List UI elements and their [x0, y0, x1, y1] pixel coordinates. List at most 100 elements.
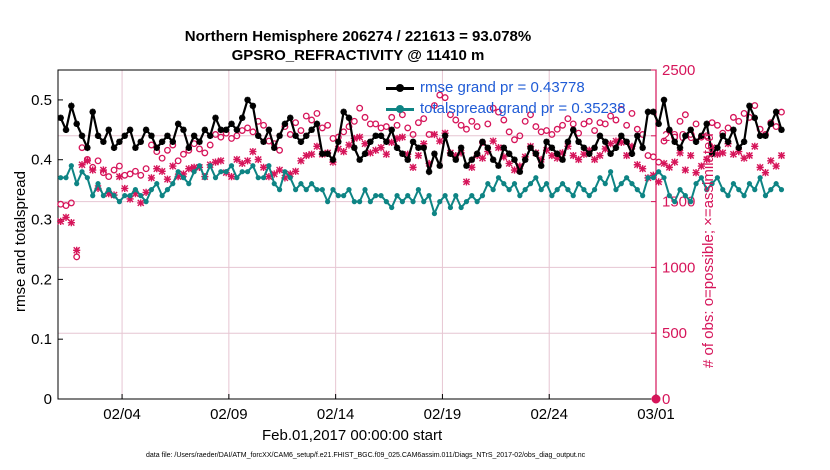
assimilated-obs-marker [692, 169, 700, 177]
totalspread-point [373, 193, 379, 199]
totalspread-point [501, 181, 507, 187]
possible-obs-marker [115, 162, 123, 170]
legend-entry-spread: totalspread grand pr = 0.35238 [386, 98, 652, 119]
rmse-point [329, 156, 337, 163]
rmse-point [554, 150, 561, 157]
rmse-point [164, 132, 171, 139]
possible-obs-marker [751, 102, 759, 109]
rmse-point [158, 138, 166, 145]
assimilated-obs-marker [169, 162, 177, 170]
possible-obs-marker [382, 123, 390, 131]
rmse-point [276, 132, 283, 139]
assimilated-obs-marker [617, 138, 625, 146]
assimilated-obs-marker [548, 151, 556, 160]
assimilated-obs-marker [729, 150, 738, 158]
rmse-point [255, 132, 262, 139]
possible-obs-marker [628, 109, 636, 117]
possible-obs-marker [527, 111, 534, 119]
rmse-point [778, 126, 785, 134]
rmse-point [468, 156, 475, 163]
possible-obs-marker [692, 120, 700, 128]
possible-obs-marker [249, 128, 257, 136]
possible-obs-marker [414, 119, 422, 127]
possible-obs-marker [409, 131, 417, 138]
totalspread-point [389, 204, 395, 211]
possible-obs-marker [772, 123, 780, 131]
assimilated-obs-marker [484, 147, 492, 156]
possible-obs-marker [521, 117, 529, 125]
assimilated-obs-marker [436, 137, 444, 145]
assimilated-obs-marker [500, 153, 508, 161]
assimilated-obs-marker [697, 162, 705, 170]
y-tick-label: 0.3 [31, 212, 52, 229]
rmse-point [244, 96, 251, 104]
totalspread-point [650, 175, 656, 181]
totalspread-point [330, 187, 336, 193]
rmse-point [682, 132, 689, 139]
assimilated-obs-marker [510, 166, 519, 174]
totalspread-point [266, 163, 272, 169]
assimilated-obs-marker [185, 165, 193, 173]
rmse-point [666, 126, 673, 134]
rmse-point [351, 144, 358, 151]
rmse-point [239, 114, 246, 122]
possible-obs-marker [62, 202, 70, 209]
assimilated-obs-marker [516, 162, 524, 170]
totalspread-point [447, 204, 454, 211]
totalspread-point [511, 181, 518, 187]
totalspread-point [186, 181, 192, 187]
possible-obs-marker [142, 165, 150, 173]
assimilated-obs-marker [388, 138, 396, 146]
possible-obs-marker [164, 146, 171, 154]
rmse-point [340, 108, 347, 116]
rmse-point [201, 126, 209, 134]
rmse-point [479, 138, 486, 145]
rmse-point [543, 138, 550, 145]
assimilated-obs-marker [366, 149, 374, 157]
totalspread-point [474, 199, 480, 205]
assimilated-obs-marker [681, 166, 689, 174]
rmse-point [110, 144, 118, 151]
totalspread-point [458, 204, 464, 211]
assimilated-obs-marker [452, 151, 460, 160]
totalspread-point [602, 181, 608, 187]
rmse-point [650, 108, 657, 116]
rmse-point [335, 138, 342, 145]
rmse-point [292, 132, 299, 139]
totalspread-point [68, 163, 74, 169]
totalspread-point [63, 175, 69, 181]
rmse-point [377, 132, 385, 139]
totalspread-point [180, 175, 187, 181]
assimilated-obs-marker [94, 184, 102, 193]
assimilated-obs-marker [382, 150, 390, 158]
rmse-point [489, 156, 497, 163]
rmse-point [687, 126, 694, 134]
totalspread-point [543, 181, 550, 187]
rmse-point [287, 114, 294, 122]
totalspread-point [58, 175, 64, 181]
possible-obs-marker [313, 109, 321, 117]
possible-obs-marker [286, 131, 294, 138]
assimilated-obs-marker [361, 140, 369, 148]
y-tick-label: 0.5 [31, 92, 52, 109]
assimilated-obs-marker [425, 159, 433, 168]
possible-obs-marker [73, 253, 81, 261]
totalspread-point [314, 187, 320, 193]
rmse-point [511, 156, 518, 163]
possible-obs-marker [206, 141, 214, 149]
totalspread-point [575, 181, 582, 187]
totalspread-point [191, 169, 197, 175]
rmse-point [361, 150, 369, 157]
chart-title-line-1: Northern Hemisphere 206274 / 221613 = 93… [184, 28, 532, 45]
rmse-point [714, 144, 721, 151]
assimilated-obs-marker [564, 142, 572, 150]
possible-obs-marker [217, 133, 225, 141]
rmse-point [303, 132, 310, 139]
totalspread-point [292, 187, 299, 193]
rmse-point [73, 120, 80, 128]
rmse-point [570, 126, 577, 134]
rmse-point [228, 120, 235, 128]
totalspread-point [74, 181, 80, 187]
rmse-point [484, 144, 492, 151]
possible-obs-marker [131, 167, 139, 175]
